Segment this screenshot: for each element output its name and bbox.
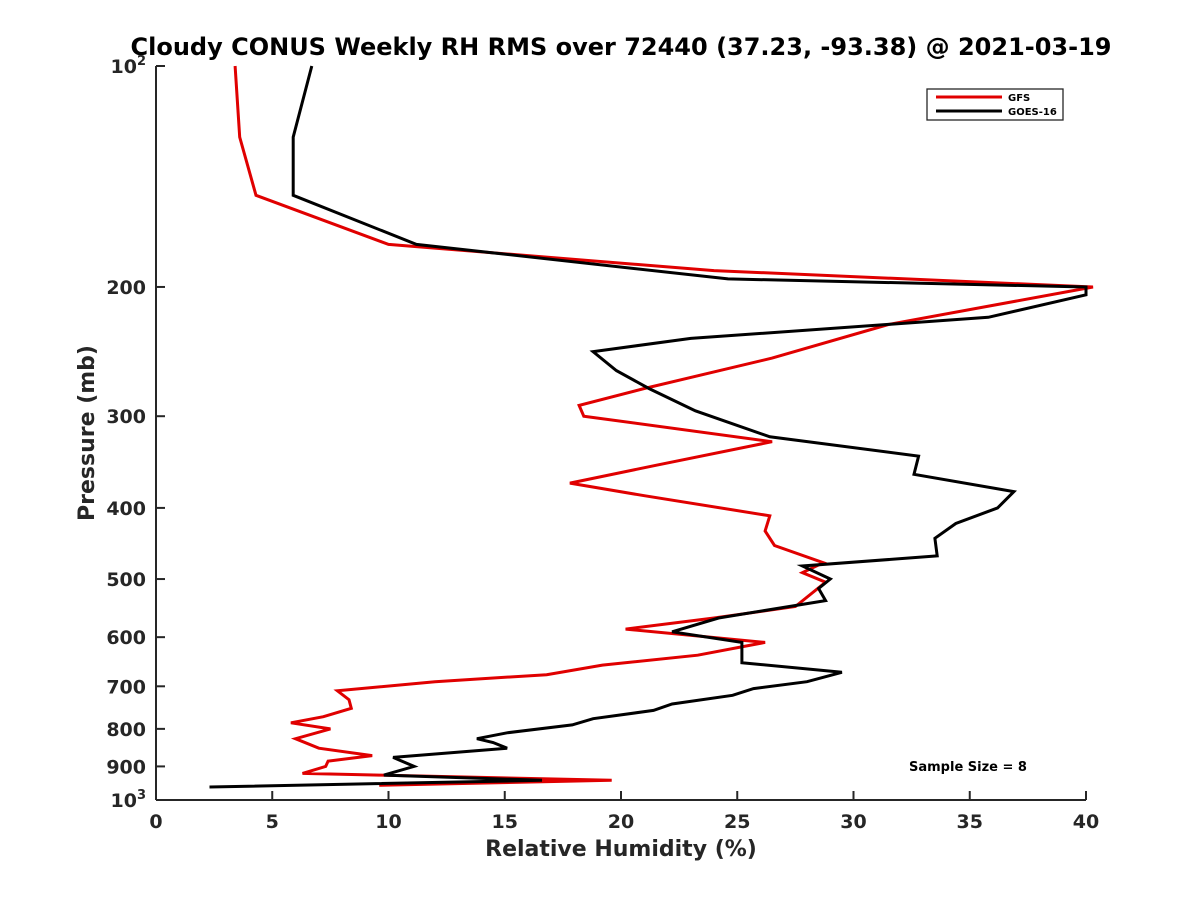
legend: GFS GOES-16 <box>926 88 1064 121</box>
x-tick-label: 0 <box>149 811 162 833</box>
legend-box <box>926 88 1064 121</box>
y-tick-label: 300 <box>106 406 146 428</box>
x-tick-label: 20 <box>608 811 634 833</box>
y-tick-label: 600 <box>106 627 146 649</box>
x-tick-label: 30 <box>840 811 866 833</box>
y-tick-label: 500 <box>106 569 146 591</box>
x-axis-label: Relative Humidity (%) <box>485 837 757 862</box>
y-tick-label: 200 <box>106 277 146 299</box>
legend-label-gfs: GFS <box>1008 93 1030 104</box>
y-tick-label: 800 <box>106 719 146 741</box>
y-tick-label: 700 <box>106 676 146 698</box>
x-tick-label: 15 <box>492 811 518 833</box>
series-layer <box>209 65 1094 789</box>
plot-area <box>156 66 1086 800</box>
x-tick-label: 35 <box>957 811 983 833</box>
y-tick-label: 102 <box>111 54 147 78</box>
ticks-layer: 0 5 10 15 20 25 30 35 40 102 200 300 400 500 600 700 800… <box>106 54 1099 833</box>
chart-title: Cloudy CONUS Weekly RH RMS over 72440 (3… <box>131 33 1112 61</box>
x-tick-label: 25 <box>724 811 750 833</box>
x-tick-label: 10 <box>375 811 401 833</box>
y-axis-label: Pressure (mb) <box>75 345 100 521</box>
y-tick-label: 400 <box>106 498 146 520</box>
x-tick-label: 5 <box>266 811 279 833</box>
legend-label-goes-16: GOES-16 <box>1008 107 1057 118</box>
x-tick-label: 40 <box>1073 811 1099 833</box>
y-tick-label: 900 <box>106 756 146 778</box>
series-line-goes-16 <box>209 65 1088 789</box>
y-tick-label: 103 <box>111 788 147 812</box>
sample-size-annotation: Sample Size = 8 <box>909 760 1027 775</box>
